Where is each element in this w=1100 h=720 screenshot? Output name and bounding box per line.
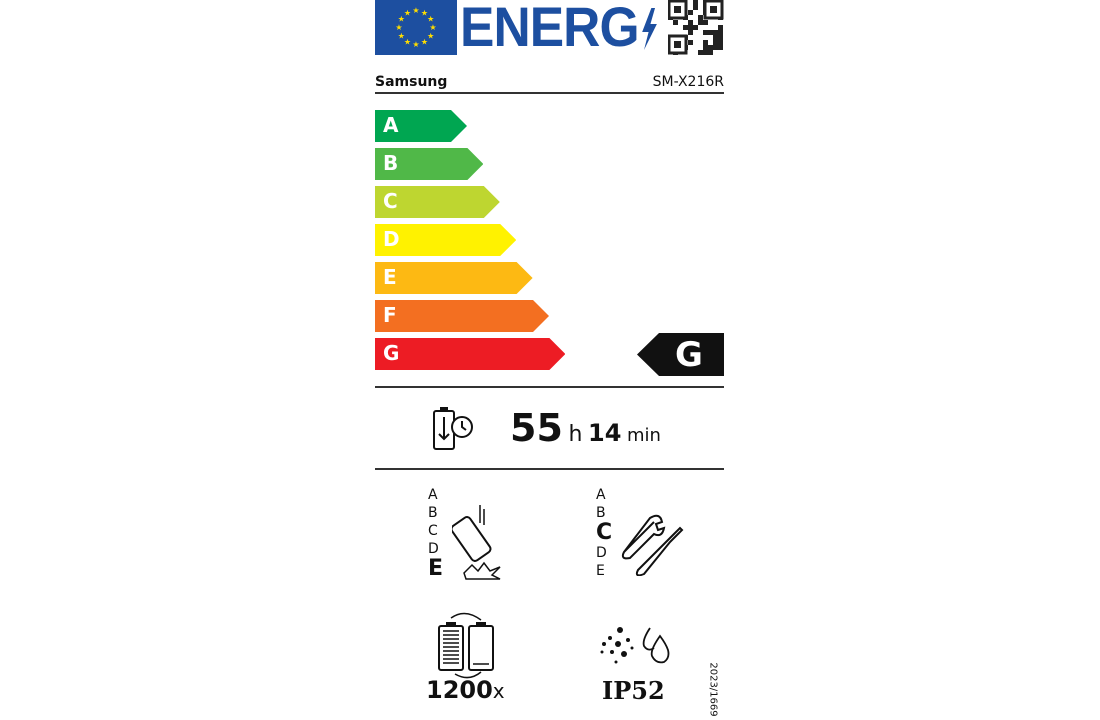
regulation-number: 2023/1669 bbox=[707, 662, 719, 717]
energy-class-bar-B: B bbox=[375, 148, 484, 180]
scale-letter: A bbox=[596, 487, 606, 503]
rating-letter: G bbox=[675, 335, 703, 375]
battery-cycles: 1200x bbox=[426, 676, 505, 704]
scale-letter: E bbox=[428, 556, 444, 581]
energy-label-title: ENERG bbox=[460, 0, 659, 59]
divider bbox=[375, 386, 724, 388]
svg-text:★: ★ bbox=[427, 15, 434, 24]
energy-class-bar-A: A bbox=[375, 110, 467, 142]
battery-endurance-icon bbox=[433, 407, 473, 450]
scale-letter: D bbox=[428, 541, 439, 557]
scale-letter: D bbox=[596, 545, 607, 561]
energy-class-letter: D bbox=[383, 227, 400, 251]
phone-drop-icon bbox=[452, 505, 501, 580]
scale-letter: B bbox=[596, 505, 606, 521]
energy-class-bar-C: C bbox=[375, 186, 500, 218]
svg-text:★: ★ bbox=[429, 23, 436, 32]
energy-class-letter: C bbox=[383, 189, 398, 213]
svg-text:★: ★ bbox=[395, 23, 402, 32]
svg-text:★: ★ bbox=[412, 6, 419, 15]
ip-rating: IP52 bbox=[602, 676, 665, 705]
svg-text:★: ★ bbox=[404, 8, 411, 17]
energy-class-bar-D: D bbox=[375, 224, 517, 256]
energy-class-bar-G: G bbox=[375, 338, 566, 370]
qr-code[interactable] bbox=[667, 0, 724, 55]
energy-class-letter: B bbox=[383, 151, 399, 175]
brand-name: Samsung bbox=[375, 74, 448, 90]
svg-text:★: ★ bbox=[398, 32, 405, 41]
scale-letter: C bbox=[428, 523, 438, 539]
energy-class-bar-E: E bbox=[375, 262, 533, 294]
energy-class-letter: F bbox=[383, 303, 397, 327]
scale-letter: A bbox=[428, 487, 438, 503]
energy-class-letter: A bbox=[383, 113, 399, 137]
eu-flag-logo: ★ ★ ★ ★ ★ ★ ★ ★ ★ ★ ★ ★ bbox=[375, 0, 457, 55]
svg-text:★: ★ bbox=[412, 40, 419, 49]
svg-text:★: ★ bbox=[404, 38, 411, 47]
lightning-icon bbox=[642, 8, 658, 50]
energy-class-letter: G bbox=[383, 341, 400, 365]
energy-class-letter: E bbox=[383, 265, 397, 289]
svg-text:★: ★ bbox=[421, 8, 428, 17]
model-number: SM-X216R bbox=[652, 74, 724, 90]
battery-endurance: 55 h 14 min bbox=[510, 406, 661, 450]
tools-icon bbox=[621, 514, 684, 576]
svg-text:★: ★ bbox=[427, 32, 434, 41]
divider bbox=[375, 468, 724, 470]
svg-text:★: ★ bbox=[398, 15, 405, 24]
scale-letter: B bbox=[428, 505, 438, 521]
battery-cycles-icon bbox=[438, 612, 494, 679]
svg-text:★: ★ bbox=[421, 38, 428, 47]
rating-arrow: G bbox=[637, 333, 724, 376]
energy-class-bar-F: F bbox=[375, 300, 549, 332]
divider bbox=[375, 92, 724, 94]
scale-letter: E bbox=[596, 563, 605, 579]
dust-water-icon bbox=[600, 627, 670, 664]
scale-letter: C bbox=[596, 520, 613, 545]
